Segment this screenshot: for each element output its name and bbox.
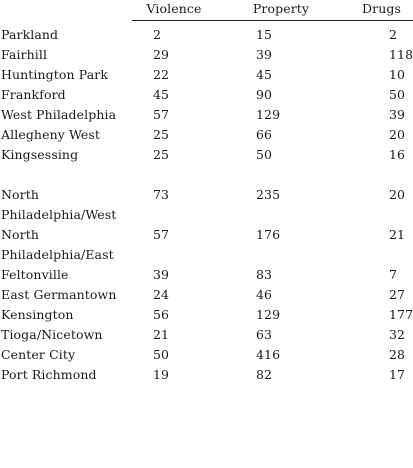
drugs-cell: 39: [389, 107, 406, 122]
property-cell: 176: [256, 227, 281, 242]
property-cell: 82: [256, 367, 273, 382]
property-cell: 83: [256, 267, 273, 282]
table-body: Parkland 2 15 2 Fairhill 29 39 118 Huntington Pa…: [0, 21, 413, 386]
drugs-cell: 17: [389, 367, 406, 382]
violence-cell: 56: [153, 307, 170, 322]
violence-cell: 19: [153, 367, 170, 382]
property-cell: 63: [256, 327, 273, 342]
drugs-cell: 118: [389, 47, 413, 62]
location-cell: Allegheny West: [1, 127, 101, 142]
violence-cell: 73: [153, 187, 170, 202]
drugs-cell: 20: [389, 127, 406, 142]
violence-cell: 57: [153, 227, 170, 242]
location-cell: Tioga/Nicetown: [1, 327, 103, 342]
property-cell: 66: [256, 127, 273, 142]
property-cell: 129: [256, 307, 281, 322]
drugs-cell: 27: [389, 287, 406, 302]
table-row: Feltonville 39 83 7: [0, 265, 413, 285]
violence-cell: 24: [153, 287, 170, 302]
violence-cell: 29: [153, 47, 170, 62]
location-cell: Frankford: [1, 87, 66, 102]
header-location: [0, 0, 132, 21]
location-cell: West Philadelphia: [1, 107, 117, 122]
drugs-cell: 20: [389, 187, 406, 202]
violence-cell: 22: [153, 67, 170, 82]
location-cell: Kingsessing: [1, 147, 79, 162]
spacer-row: [0, 165, 413, 185]
location-cell: Parkland: [1, 26, 59, 42]
location-cell: Huntington Park: [1, 67, 108, 82]
location-cell: East Germantown: [1, 287, 117, 302]
header-drugs: Drugs: [334, 0, 413, 21]
drugs-cell: 21: [389, 227, 406, 242]
table-header: Violence Property Drugs: [0, 0, 413, 21]
location-cell: Feltonville: [1, 267, 69, 282]
property-cell: 235: [256, 187, 281, 202]
header-violence: Violence: [132, 0, 216, 21]
drugs-cell: 16: [389, 147, 406, 162]
property-cell: 129: [256, 107, 281, 122]
violence-cell: 57: [153, 107, 170, 122]
location-cell: Center City: [1, 347, 76, 362]
drugs-cell: 7: [389, 267, 398, 282]
property-cell: 90: [256, 87, 273, 102]
location-cell: Port Richmond: [1, 367, 97, 382]
violence-cell: 25: [153, 127, 170, 142]
property-cell: 39: [256, 47, 273, 62]
property-cell: 416: [256, 347, 281, 362]
table-row: Kingsessing 25 50 16: [0, 145, 413, 165]
violence-cell: 2: [153, 27, 162, 42]
drugs-cell: 28: [389, 347, 406, 362]
table-row: Tioga/Nicetown 21 63 32: [0, 325, 413, 345]
location-cell: North Philadelphia/West: [1, 187, 117, 222]
property-cell: 50: [256, 147, 273, 162]
table-row: East Germantown 24 46 27: [0, 285, 413, 305]
drugs-cell: 50: [389, 87, 406, 102]
table-row: North Philadelphia/East 57 176 21: [0, 225, 413, 265]
drugs-cell: 2: [389, 27, 398, 42]
drugs-cell: 10: [389, 67, 406, 82]
table-row: Center City 50 416 28: [0, 345, 413, 365]
spacer-cell: [0, 165, 413, 185]
property-cell: 15: [256, 27, 273, 42]
table-row: Port Richmond 19 82 17: [0, 365, 413, 385]
violence-cell: 39: [153, 267, 170, 282]
violence-cell: 50: [153, 347, 170, 362]
header-row: Violence Property Drugs: [0, 0, 413, 21]
header-property: Property: [216, 0, 334, 21]
table-row: North Philadelphia/West 73 235 20: [0, 185, 413, 225]
crime-table: Violence Property Drugs Parkland 2 15 2 Fair…: [0, 0, 413, 386]
location-cell: Fairhill: [1, 47, 48, 62]
property-cell: 45: [256, 67, 273, 82]
table-row: Kensington 56 129 177: [0, 305, 413, 325]
violence-cell: 21: [153, 327, 170, 342]
table-row: Frankford 45 90 50: [0, 85, 413, 105]
location-cell: Kensington: [1, 307, 74, 322]
table-row: Allegheny West 25 66 20: [0, 125, 413, 145]
table-row: West Philadelphia 57 129 39: [0, 105, 413, 125]
table-row: Huntington Park 22 45 10: [0, 65, 413, 85]
property-cell: 46: [256, 287, 273, 302]
location-cell: North Philadelphia/East: [1, 227, 114, 262]
violence-cell: 25: [153, 147, 170, 162]
drugs-cell: 177: [389, 307, 413, 322]
drugs-cell: 32: [389, 327, 406, 342]
violence-cell: 45: [153, 87, 170, 102]
table-row: Fairhill 29 39 118: [0, 45, 413, 65]
table-row: Parkland 2 15 2: [0, 21, 413, 46]
